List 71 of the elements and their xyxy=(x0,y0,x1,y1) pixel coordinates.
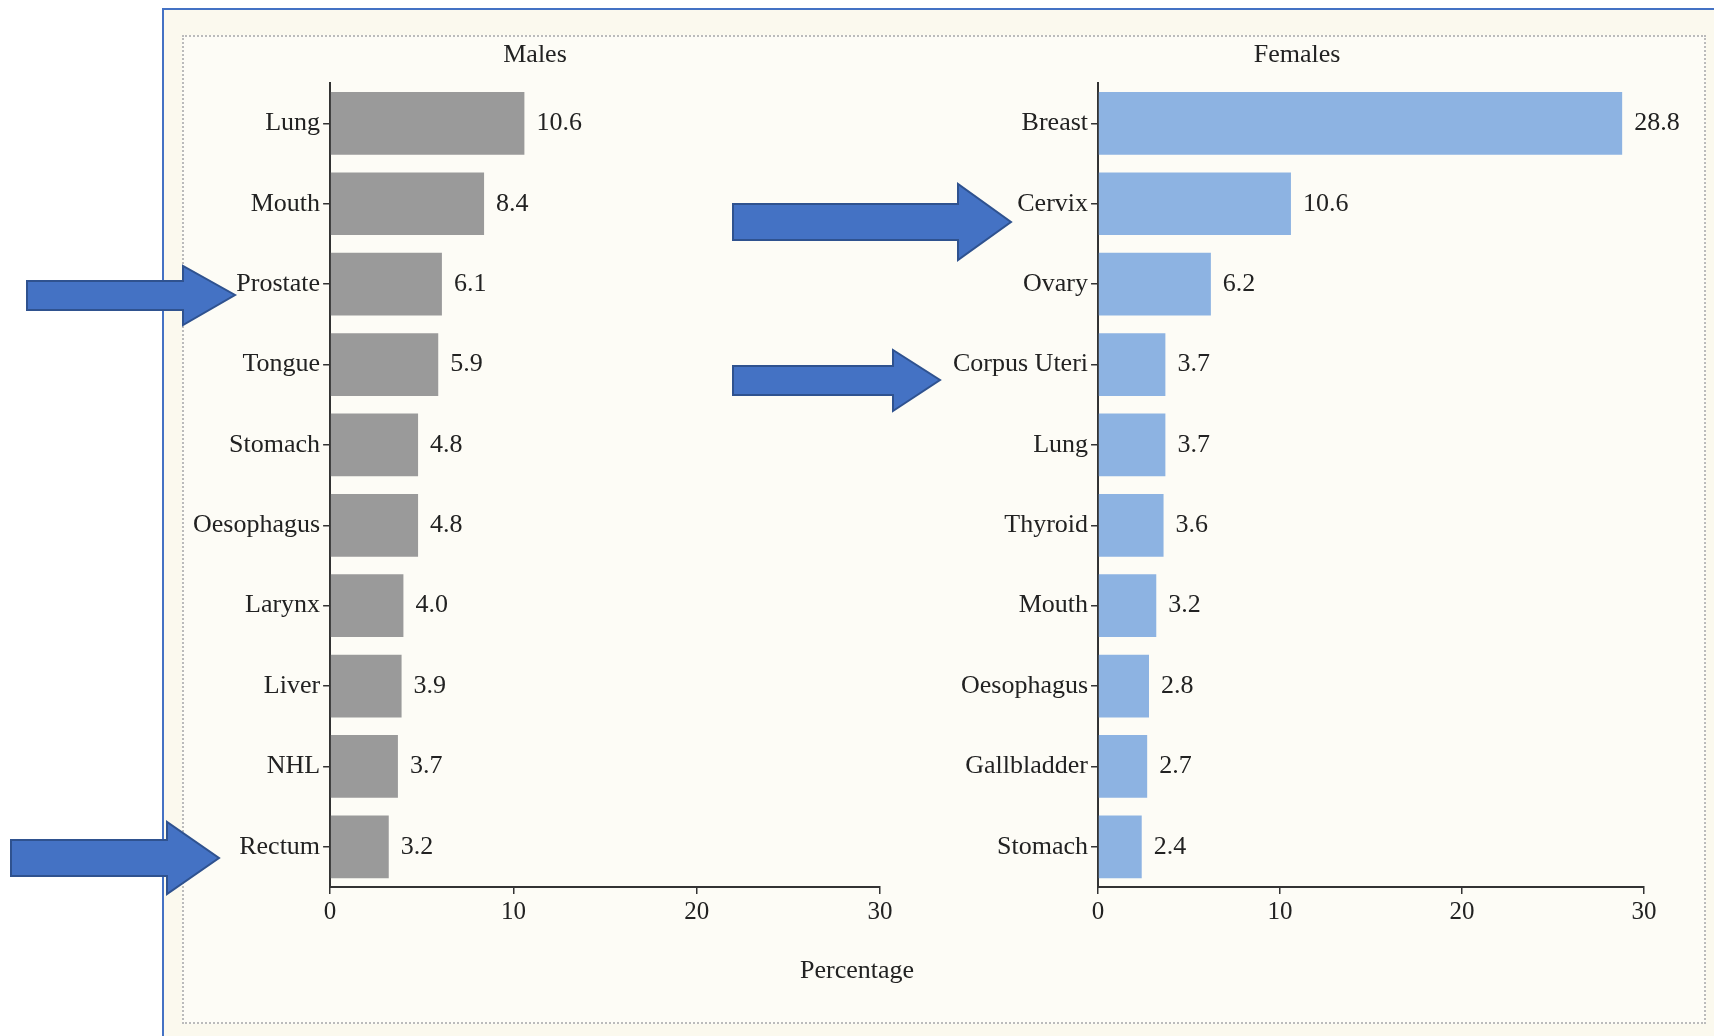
x-tick-label: 20 xyxy=(684,896,710,924)
bar xyxy=(330,493,419,557)
x-tick-label: 30 xyxy=(1631,896,1657,924)
chart-title: Females xyxy=(1253,39,1341,69)
x-tick-label: 30 xyxy=(867,896,893,924)
y-tick-label: Prostate xyxy=(236,267,321,297)
x-tick-label: 10 xyxy=(500,896,526,924)
data-label: 3.7 xyxy=(409,750,443,780)
data-label: 10.6 xyxy=(536,107,582,137)
data-label: 5.9 xyxy=(450,348,483,378)
bar xyxy=(1098,815,1142,879)
y-tick-label: Mouth xyxy=(1018,589,1089,619)
bar xyxy=(1098,92,1623,155)
bar xyxy=(1098,654,1149,718)
y-tick-label: Oesophagus xyxy=(193,509,321,539)
x-tick-label: 20 xyxy=(1449,896,1475,924)
data-label: 2.7 xyxy=(1159,750,1192,780)
y-tick-label: NHL xyxy=(266,750,321,780)
y-tick-label: Rectum xyxy=(239,830,321,860)
data-label: 10.6 xyxy=(1302,187,1349,217)
y-tick-label: Liver xyxy=(263,669,321,699)
x-tick-label: 10 xyxy=(1267,896,1293,924)
bar xyxy=(330,815,389,879)
data-label: 2.8 xyxy=(1161,669,1194,699)
x-tick-label: 0 xyxy=(323,896,337,924)
y-tick-label: Mouth xyxy=(250,187,321,217)
y-tick-label: Breast xyxy=(1021,107,1089,137)
y-tick-label: Stomach xyxy=(997,830,1089,860)
data-label: 2.4 xyxy=(1153,830,1187,860)
y-tick-label: Cervix xyxy=(1017,187,1089,217)
bar xyxy=(1098,735,1148,798)
data-label: 3.7 xyxy=(1177,348,1210,378)
bar xyxy=(330,92,525,155)
data-label: 8.4 xyxy=(496,187,529,217)
y-tick-label: Tongue xyxy=(242,348,321,378)
bar xyxy=(330,333,439,396)
bar xyxy=(1098,172,1291,236)
data-label: 3.7 xyxy=(1177,428,1210,458)
bar xyxy=(1098,574,1157,638)
x-axis-title: Percentage xyxy=(798,955,915,985)
y-tick-label: Gallbladder xyxy=(965,750,1089,780)
bar xyxy=(330,654,402,718)
bar xyxy=(330,413,419,477)
data-label: 28.8 xyxy=(1634,107,1680,137)
y-tick-label: Corpus Uteri xyxy=(952,348,1089,378)
bar xyxy=(1098,493,1164,557)
data-label: 6.2 xyxy=(1222,267,1256,297)
bar xyxy=(1098,413,1166,477)
y-tick-label: Thyroid xyxy=(1004,509,1089,539)
y-tick-label: Oesophagus xyxy=(960,669,1089,699)
data-label: 3.2 xyxy=(400,830,434,860)
y-tick-label: Ovary xyxy=(1023,267,1089,297)
data-label: 3.2 xyxy=(1168,589,1201,619)
y-tick-label: Stomach xyxy=(229,428,321,458)
data-label: 3.9 xyxy=(413,669,447,699)
bar xyxy=(330,735,398,798)
y-tick-label: Lung xyxy=(1033,428,1089,458)
x-tick-label: 0 xyxy=(1091,896,1105,924)
y-tick-label: Lung xyxy=(265,107,321,137)
data-label: 4.0 xyxy=(415,589,448,619)
bar xyxy=(330,574,404,638)
bar xyxy=(1098,252,1211,316)
bar xyxy=(1098,333,1166,396)
data-label: 4.8 xyxy=(430,428,463,458)
y-tick-label: Larynx xyxy=(245,589,321,619)
data-label: 3.6 xyxy=(1175,509,1209,539)
bar xyxy=(330,252,442,316)
chart-title: Males xyxy=(503,39,567,69)
data-label: 4.8 xyxy=(430,509,463,539)
bar xyxy=(330,172,485,236)
data-label: 6.1 xyxy=(453,267,487,297)
